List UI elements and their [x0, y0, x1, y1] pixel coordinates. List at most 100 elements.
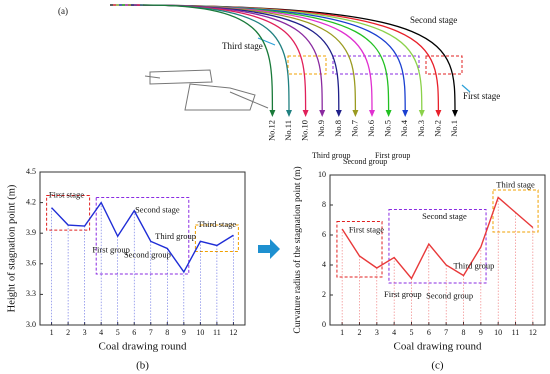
annotation: Second group — [426, 290, 473, 300]
x-tick-label: 1 — [50, 328, 54, 337]
annotation: Third group — [155, 231, 196, 241]
curve — [109, 4, 456, 113]
panel-label: (a) — [58, 6, 68, 16]
arrowhead — [435, 110, 442, 117]
curve-label: No.10 — [300, 120, 310, 141]
x-tick-label: 1 — [340, 328, 344, 337]
annotation: First group — [375, 151, 410, 160]
group-box — [492, 189, 539, 233]
curve-label: No.3 — [416, 120, 426, 137]
arrow — [257, 37, 276, 46]
curve-label: No.2 — [432, 120, 442, 137]
curve-label: No.7 — [349, 120, 359, 137]
x-tick-label: 4 — [392, 328, 396, 337]
y-tick-label: 6 — [322, 230, 326, 239]
curve-label: No.5 — [383, 120, 393, 137]
x-tick-label: 6 — [132, 328, 136, 337]
annotation: Second stage — [410, 15, 457, 25]
arrowhead — [286, 110, 292, 117]
x-tick-label: 12 — [229, 328, 237, 337]
y-tick-label: 3.0 — [26, 320, 36, 329]
annotation: Second group — [124, 250, 171, 260]
x-tick-label: 3 — [83, 328, 87, 337]
curve-label: No.6 — [366, 120, 376, 137]
x-tick-label: 4 — [99, 328, 103, 337]
box — [425, 55, 463, 75]
series-line — [51, 201, 234, 274]
y-tick-label: 10 — [318, 170, 326, 179]
box — [287, 55, 327, 75]
curve — [124, 4, 373, 113]
x-tick-label: 7 — [444, 328, 448, 337]
y-axis-label: Curvature radius of the stagnation point… — [292, 166, 303, 333]
y-tick-label: 3.6 — [26, 259, 36, 268]
annotation: Third group — [453, 260, 494, 270]
x-tick-label: 9 — [182, 328, 186, 337]
arrowhead — [418, 110, 425, 117]
group-box — [336, 221, 383, 278]
panel-label: (b) — [136, 360, 149, 372]
curve-label: No.12 — [266, 120, 276, 141]
panel-label: (c) — [431, 360, 444, 372]
annotation: Third group — [312, 151, 350, 160]
plot-area — [329, 174, 546, 326]
annotation: First stage — [463, 91, 500, 101]
y-tick-label: 2 — [322, 290, 326, 299]
arrow — [461, 84, 471, 93]
curve-label: No.9 — [316, 120, 326, 137]
y-tick-label: 3.3 — [26, 289, 36, 298]
annotation: Second stage — [422, 211, 467, 221]
curve — [133, 4, 323, 113]
annotation: Second group — [343, 157, 387, 166]
curve-label: No.8 — [333, 120, 343, 137]
curve-label: No.11 — [283, 120, 293, 141]
x-axis-label: Coal drawing round — [99, 341, 187, 353]
arrowhead — [385, 110, 392, 117]
x-tick-label: 10 — [196, 328, 204, 337]
arrow — [258, 239, 280, 259]
x-tick-label: 2 — [357, 328, 361, 337]
x-tick-label: 10 — [494, 328, 502, 337]
curve — [130, 4, 340, 113]
box — [332, 55, 420, 75]
y-tick-label: 3.9 — [26, 228, 36, 237]
x-tick-label: 12 — [529, 328, 537, 337]
arrowhead — [269, 110, 276, 117]
x-tick-label: 5 — [116, 328, 120, 337]
group-box — [194, 224, 239, 253]
curve — [142, 4, 274, 113]
y-tick-label: 4.2 — [26, 197, 36, 206]
annotation: First group — [384, 289, 422, 299]
group-box — [95, 197, 190, 275]
annotation: Third stage — [496, 179, 535, 189]
series-line — [341, 196, 534, 280]
y-tick-label: 8 — [322, 200, 326, 209]
x-tick-label: 11 — [512, 328, 520, 337]
x-axis-label: Coal drawing round — [394, 341, 482, 353]
y-tick-label: 4 — [322, 260, 326, 269]
x-tick-label: 5 — [409, 328, 413, 337]
annotation: Third stage — [222, 41, 263, 51]
annotation: First stage — [349, 224, 384, 234]
arrowhead — [335, 110, 342, 117]
annotation: First group — [92, 244, 130, 254]
y-axis-label: Height of stagnation point (m) — [6, 184, 17, 312]
x-tick-label: 3 — [375, 328, 379, 337]
group-box — [46, 194, 91, 231]
y-tick-label: 0 — [322, 320, 326, 329]
arrowhead — [319, 110, 326, 117]
arrowhead — [402, 110, 409, 117]
x-tick-label: 8 — [165, 328, 169, 337]
plot-area — [39, 171, 246, 326]
y-tick-label: 4.5 — [26, 167, 36, 176]
x-tick-label: 11 — [213, 328, 221, 337]
annotation: Third stage — [198, 219, 237, 229]
x-tick-label: 6 — [427, 328, 431, 337]
arrowhead — [369, 110, 375, 117]
arrowhead — [302, 110, 309, 117]
annotation: First stage — [49, 189, 84, 199]
x-tick-label: 8 — [462, 328, 466, 337]
arrowhead — [352, 110, 359, 117]
curve-label: No.4 — [399, 119, 409, 137]
